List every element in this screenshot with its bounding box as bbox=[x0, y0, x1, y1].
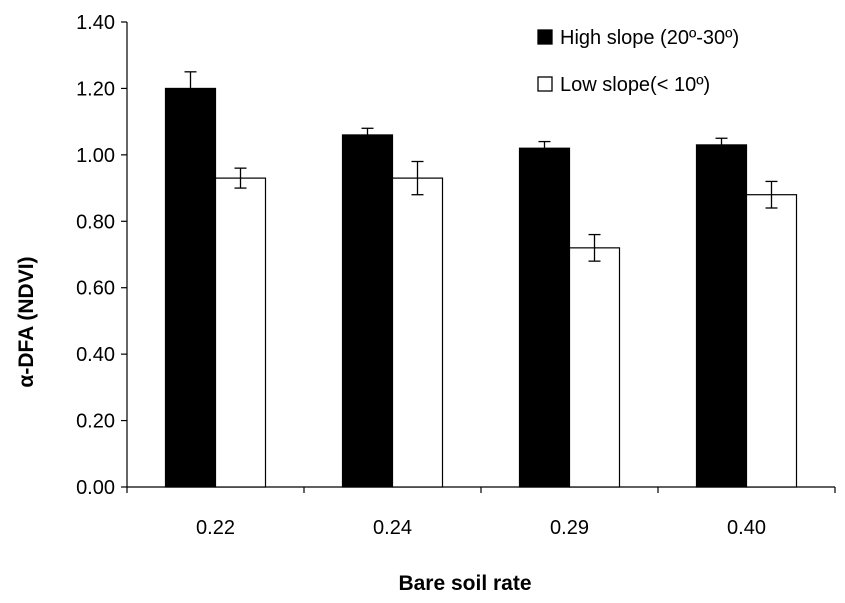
y-tick-label: 0.60 bbox=[76, 278, 115, 300]
bar-high-slope bbox=[164, 87, 217, 488]
x-tick-label: 0.24 bbox=[373, 517, 412, 539]
y-axis-title: α-DFA (NDVI) bbox=[15, 256, 38, 387]
y-tick-label: 0.80 bbox=[76, 211, 115, 233]
legend-swatch-low-slope bbox=[537, 76, 553, 92]
x-tick-label: 0.22 bbox=[196, 517, 235, 539]
legend-label-high-slope: High slope (20º-30º) bbox=[560, 27, 739, 49]
y-tick-label: 1.20 bbox=[76, 78, 115, 100]
bar-high-slope bbox=[518, 147, 571, 488]
legend-swatch-high-slope bbox=[537, 29, 553, 45]
x-axis-title: Bare soil rate bbox=[398, 572, 531, 595]
bar-low-slope bbox=[568, 247, 621, 488]
bar-high-slope bbox=[695, 144, 748, 488]
bar-low-slope bbox=[214, 177, 267, 488]
y-tick-label: 1.00 bbox=[76, 145, 115, 167]
legend-label-low-slope: Low slope(< 10º) bbox=[560, 74, 710, 96]
x-tick-label: 0.29 bbox=[550, 517, 589, 539]
bar-low-slope bbox=[391, 177, 444, 488]
y-tick-label: 1.40 bbox=[76, 12, 115, 34]
plot-area: 0.00 0.20 0.40 0.60 0.80 1.00 1.20 1.40 0.22 0.24… bbox=[76, 12, 836, 539]
x-tick-label: 0.40 bbox=[727, 517, 766, 539]
bar-high-slope bbox=[341, 134, 394, 488]
y-tick-label: 0.40 bbox=[76, 344, 115, 366]
y-tick-label: 0.20 bbox=[76, 411, 115, 433]
y-tick-label: 0.00 bbox=[76, 477, 115, 499]
bar-low-slope bbox=[745, 194, 798, 488]
